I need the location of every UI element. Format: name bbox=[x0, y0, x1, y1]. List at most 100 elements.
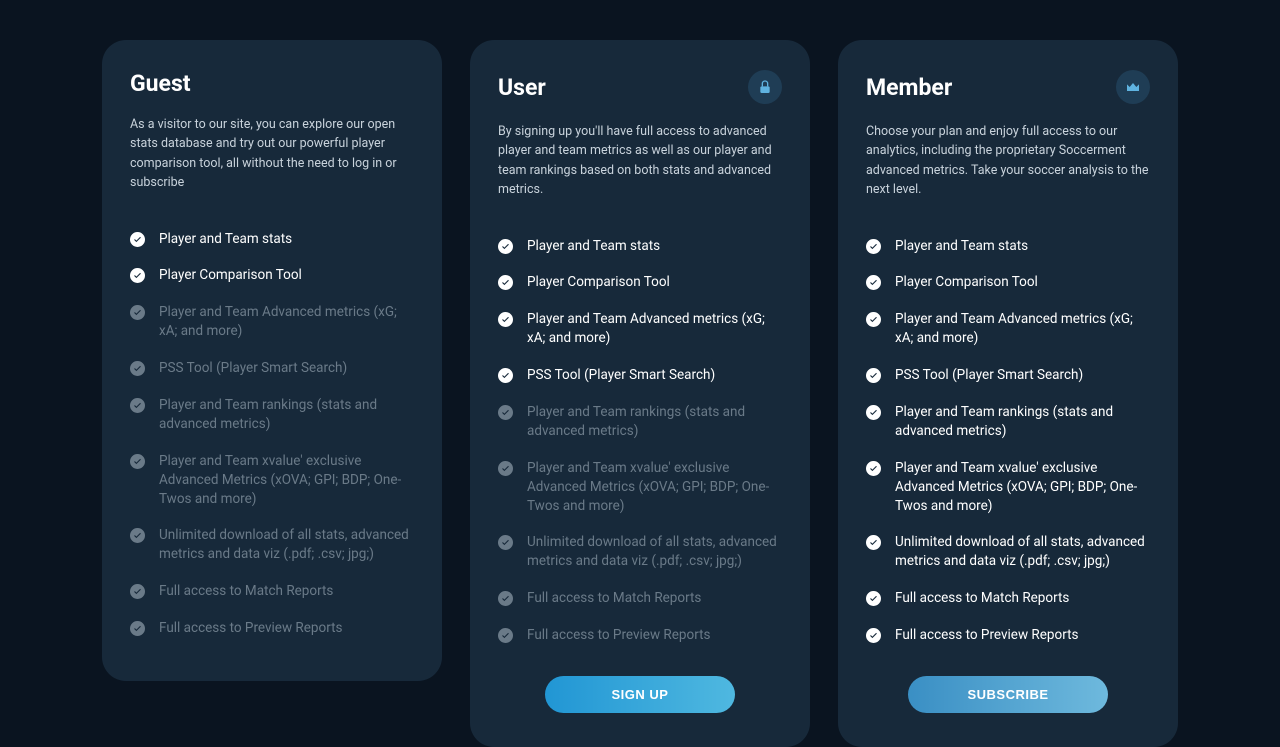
check-icon bbox=[130, 361, 145, 376]
feature-item: Unlimited download of all stats, advance… bbox=[498, 524, 782, 580]
feature-item: PSS Tool (Player Smart Search) bbox=[866, 357, 1150, 394]
feature-label: Full access to Preview Reports bbox=[895, 626, 1078, 645]
feature-item: Unlimited download of all stats, advance… bbox=[130, 517, 414, 573]
feature-label: Unlimited download of all stats, advance… bbox=[895, 533, 1150, 571]
subscribe-button[interactable]: SUBSCRIBE bbox=[908, 676, 1108, 713]
feature-item: Player Comparison Tool bbox=[866, 264, 1150, 301]
feature-item: Player and Team xvalue' exclusive Advanc… bbox=[866, 450, 1150, 525]
check-icon bbox=[130, 268, 145, 283]
check-icon bbox=[866, 405, 881, 420]
check-icon bbox=[498, 628, 513, 643]
feature-label: Unlimited download of all stats, advance… bbox=[159, 526, 414, 564]
crown-icon bbox=[1116, 70, 1150, 104]
feature-item: PSS Tool (Player Smart Search) bbox=[498, 357, 782, 394]
feature-label: Player and Team stats bbox=[527, 237, 660, 256]
check-icon bbox=[498, 368, 513, 383]
feature-label: Full access to Preview Reports bbox=[159, 619, 342, 638]
card-header: Guest bbox=[130, 70, 414, 97]
feature-label: PSS Tool (Player Smart Search) bbox=[159, 359, 347, 378]
check-icon bbox=[130, 398, 145, 413]
feature-label: Player Comparison Tool bbox=[159, 266, 302, 285]
feature-item: Full access to Match Reports bbox=[498, 580, 782, 617]
pricing-card-guest: Guest As a visitor to our site, you can e… bbox=[102, 40, 442, 681]
card-description: By signing up you'll have full access to… bbox=[498, 122, 782, 200]
feature-item: Player Comparison Tool bbox=[130, 257, 414, 294]
feature-label: Player and Team xvalue' exclusive Advanc… bbox=[895, 459, 1150, 516]
feature-item: Player and Team Advanced metrics (xG; xA… bbox=[498, 301, 782, 357]
card-title: Guest bbox=[130, 70, 191, 97]
feature-label: Player and Team rankings (stats and adva… bbox=[159, 396, 414, 434]
check-icon bbox=[866, 239, 881, 254]
pricing-cards-container: Guest As a visitor to our site, you can e… bbox=[100, 40, 1180, 747]
feature-list: Player and Team stats Player Comparison T… bbox=[130, 221, 414, 647]
check-icon bbox=[498, 461, 513, 476]
feature-label: Full access to Match Reports bbox=[895, 589, 1069, 608]
feature-item: Player and Team rankings (stats and adva… bbox=[130, 387, 414, 443]
feature-item: Player and Team rankings (stats and adva… bbox=[498, 394, 782, 450]
check-icon bbox=[866, 535, 881, 550]
card-description: Choose your plan and enjoy full access t… bbox=[866, 122, 1150, 200]
check-icon bbox=[498, 591, 513, 606]
feature-label: Player Comparison Tool bbox=[527, 273, 670, 292]
feature-list: Player and Team stats Player Comparison T… bbox=[866, 228, 1150, 654]
feature-label: Player and Team xvalue' exclusive Advanc… bbox=[159, 452, 414, 509]
feature-label: Full access to Match Reports bbox=[527, 589, 701, 608]
feature-list: Player and Team stats Player Comparison T… bbox=[498, 228, 782, 654]
feature-item: Player and Team xvalue' exclusive Advanc… bbox=[130, 443, 414, 518]
feature-label: Player and Team stats bbox=[895, 237, 1028, 256]
feature-item: Player and Team Advanced metrics (xG; xA… bbox=[130, 294, 414, 350]
check-icon bbox=[866, 312, 881, 327]
feature-label: Player and Team rankings (stats and adva… bbox=[527, 403, 782, 441]
check-icon bbox=[130, 454, 145, 469]
pricing-card-member: Member Choose your plan and enjoy full ac… bbox=[838, 40, 1178, 747]
check-icon bbox=[498, 312, 513, 327]
check-icon bbox=[498, 405, 513, 420]
feature-label: Full access to Preview Reports bbox=[527, 626, 710, 645]
feature-label: Player and Team rankings (stats and adva… bbox=[895, 403, 1150, 441]
feature-item: Player Comparison Tool bbox=[498, 264, 782, 301]
card-title: Member bbox=[866, 74, 952, 101]
check-icon bbox=[130, 232, 145, 247]
feature-item: Full access to Match Reports bbox=[130, 573, 414, 610]
feature-item: Full access to Match Reports bbox=[866, 580, 1150, 617]
feature-item: Full access to Preview Reports bbox=[130, 610, 414, 647]
check-icon bbox=[498, 239, 513, 254]
feature-item: Player and Team Advanced metrics (xG; xA… bbox=[866, 301, 1150, 357]
feature-label: Player Comparison Tool bbox=[895, 273, 1038, 292]
feature-item: PSS Tool (Player Smart Search) bbox=[130, 350, 414, 387]
feature-label: PSS Tool (Player Smart Search) bbox=[895, 366, 1083, 385]
feature-label: Player and Team xvalue' exclusive Advanc… bbox=[527, 459, 782, 516]
check-icon bbox=[866, 368, 881, 383]
feature-label: Player and Team Advanced metrics (xG; xA… bbox=[895, 310, 1150, 348]
feature-label: Full access to Match Reports bbox=[159, 582, 333, 601]
card-title: User bbox=[498, 74, 546, 101]
check-icon bbox=[130, 621, 145, 636]
check-icon bbox=[498, 275, 513, 290]
check-icon bbox=[866, 275, 881, 290]
card-description: As a visitor to our site, you can explor… bbox=[130, 115, 414, 193]
card-header: User bbox=[498, 70, 782, 104]
feature-item: Player and Team xvalue' exclusive Advanc… bbox=[498, 450, 782, 525]
feature-label: Player and Team stats bbox=[159, 230, 292, 249]
feature-item: Unlimited download of all stats, advance… bbox=[866, 524, 1150, 580]
feature-item: Player and Team rankings (stats and adva… bbox=[866, 394, 1150, 450]
feature-label: Player and Team Advanced metrics (xG; xA… bbox=[527, 310, 782, 348]
check-icon bbox=[866, 461, 881, 476]
check-icon bbox=[130, 584, 145, 599]
card-header: Member bbox=[866, 70, 1150, 104]
check-icon bbox=[866, 628, 881, 643]
check-icon bbox=[130, 528, 145, 543]
feature-label: PSS Tool (Player Smart Search) bbox=[527, 366, 715, 385]
feature-item: Full access to Preview Reports bbox=[866, 617, 1150, 654]
check-icon bbox=[866, 591, 881, 606]
feature-item: Player and Team stats bbox=[130, 221, 414, 258]
feature-label: Player and Team Advanced metrics (xG; xA… bbox=[159, 303, 414, 341]
feature-label: Unlimited download of all stats, advance… bbox=[527, 533, 782, 571]
feature-item: Full access to Preview Reports bbox=[498, 617, 782, 654]
check-icon bbox=[498, 535, 513, 550]
lock-icon bbox=[748, 70, 782, 104]
feature-item: Player and Team stats bbox=[498, 228, 782, 265]
sign-up-button[interactable]: SIGN UP bbox=[545, 676, 735, 713]
check-icon bbox=[130, 305, 145, 320]
pricing-card-user: User By signing up you'll have full acces… bbox=[470, 40, 810, 747]
